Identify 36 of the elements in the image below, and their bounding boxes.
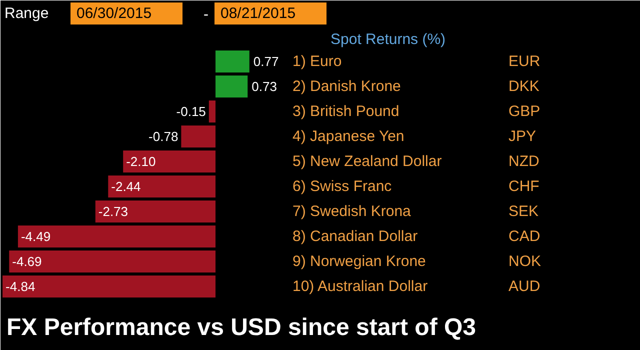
data-label: -0.15 xyxy=(176,104,206,119)
text: EUR xyxy=(508,53,540,70)
text: Spot Returns (%) xyxy=(330,31,446,48)
y-tick-label: 10) Australian Dollar xyxy=(292,278,428,295)
y-tick-label: 8) Canadian Dollar xyxy=(292,228,418,245)
text: - xyxy=(204,6,208,23)
y-tick-label: 3) British Pound xyxy=(292,103,400,120)
y-tick-label: 9) Norwegian Krone xyxy=(292,253,426,270)
y-tick-label: 7) Swedish Krona xyxy=(292,203,412,220)
data-label: 0.73 xyxy=(252,79,277,94)
text: GBP xyxy=(508,103,540,120)
data-label: -4.69 xyxy=(12,254,42,269)
text: NOK xyxy=(508,253,542,270)
y-tick-label: 6) Swiss Franc xyxy=(292,178,392,195)
text: 06/30/2015 xyxy=(76,5,152,22)
text: DKK xyxy=(508,78,540,95)
y-tick-label: 5) New Zealand Dollar xyxy=(292,153,442,170)
text: SEK xyxy=(508,203,539,220)
y-tick-label: 2) Danish Krone xyxy=(292,78,401,95)
data-label: -0.78 xyxy=(148,129,178,144)
data-label: -2.10 xyxy=(126,154,156,169)
data-label: -4.84 xyxy=(6,279,36,294)
y-tick-label: 1) Euro xyxy=(292,53,342,70)
data-label: -2.73 xyxy=(98,204,128,219)
text: JPY xyxy=(508,128,536,145)
y-tick-label: 4) Japanese Yen xyxy=(292,128,404,145)
text: CHF xyxy=(508,178,540,195)
data-label: -2.44 xyxy=(111,179,141,194)
data-label: 0.77 xyxy=(253,54,279,69)
text: FX Performance vs USD since start of Q3 xyxy=(6,314,476,341)
data-label: -4.49 xyxy=(20,229,51,244)
text: Range xyxy=(4,5,49,22)
text: 08/21/2015 xyxy=(220,5,296,22)
text: AUD xyxy=(508,278,540,295)
text: NZD xyxy=(508,153,540,170)
text: CAD xyxy=(508,228,540,245)
